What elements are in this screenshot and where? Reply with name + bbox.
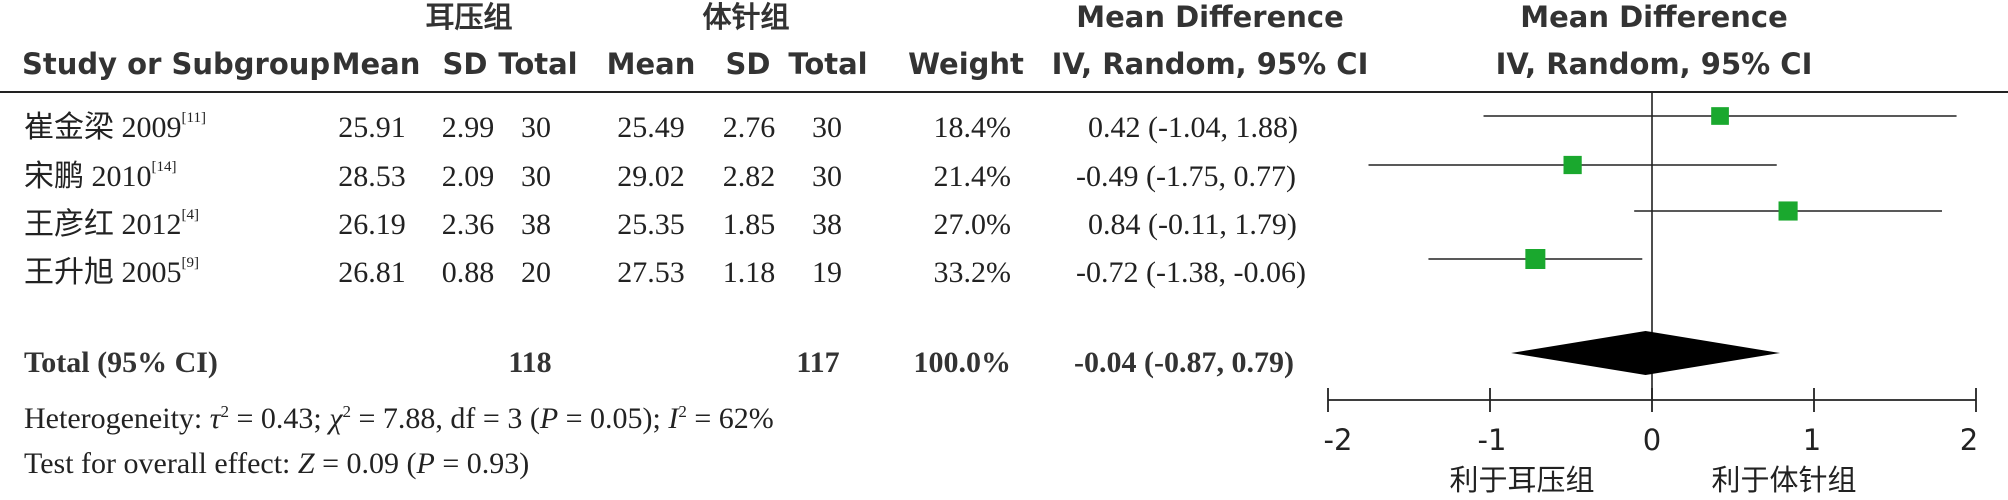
sd1-cell: 0.88	[441, 256, 495, 289]
weight-cell: 27.0%	[933, 208, 1012, 241]
study-reference: [14]	[151, 159, 177, 175]
group2-header: 体针组	[702, 0, 790, 34]
weight-header: Weight	[908, 47, 1024, 81]
plot-title-header: Mean Difference	[1520, 0, 1788, 34]
n1-cell: 20	[521, 256, 551, 289]
n1-cell: 30	[521, 111, 551, 144]
n2-cell: 38	[812, 208, 842, 241]
pooled-effect-diamond	[1511, 331, 1780, 375]
weight-cell: 18.4%	[933, 111, 1012, 144]
sd2-header: SD	[725, 47, 771, 81]
weight-cell: 21.4%	[933, 160, 1012, 193]
n2-cell: 19	[812, 256, 842, 289]
heterogeneity-stats: Heterogeneity: τ2 = 0.43; χ2 = 7.88, df …	[24, 402, 774, 435]
x-tick-label: 0	[1642, 423, 1662, 457]
study-reference: [9]	[181, 255, 200, 271]
sd2-cell: 1.18	[722, 256, 776, 289]
header-divider	[0, 91, 2008, 93]
study-column-header: Study or Subgroup	[22, 47, 331, 81]
study-reference: [4]	[181, 207, 200, 223]
ci-cell: 0.84 (-0.11, 1.79)	[1088, 208, 1297, 241]
sd1-cell: 2.99	[441, 111, 495, 144]
weight-cell: 33.2%	[933, 256, 1012, 289]
mean2-cell: 25.35	[617, 208, 685, 241]
mean2-header: Mean	[606, 47, 696, 81]
mean1-cell: 28.53	[338, 160, 406, 193]
x-tick-label: -1	[1477, 423, 1507, 457]
study-effect-marker	[1711, 107, 1729, 125]
sd2-cell: 1.85	[722, 208, 776, 241]
mean2-cell: 27.53	[617, 256, 685, 289]
study-effect-marker	[1525, 249, 1546, 269]
group1-header: 耳压组	[425, 0, 513, 34]
total-n2: 117	[796, 346, 840, 379]
md-title-header: Mean Difference	[1076, 0, 1344, 34]
n1-cell: 38	[521, 208, 551, 241]
study-name: 崔金梁 2009[11]	[24, 110, 206, 144]
sd1-cell: 2.36	[441, 208, 495, 241]
sd2-cell: 2.76	[722, 111, 776, 144]
mean1-cell: 26.81	[338, 256, 406, 289]
sd2-cell: 2.82	[722, 160, 776, 193]
mean1-header: Mean	[331, 47, 421, 81]
ci-cell: -0.49 (-1.75, 0.77)	[1076, 160, 1296, 193]
mean1-cell: 26.19	[338, 208, 406, 241]
sd1-cell: 2.09	[441, 160, 495, 193]
study-reference: [11]	[181, 110, 206, 126]
study-name: 宋鹏 2010[14]	[24, 159, 177, 193]
study-effect-marker	[1563, 155, 1582, 175]
n2-cell: 30	[812, 160, 842, 193]
overall-effect-test: Test for overall effect: Z = 0.09 (P = 0…	[24, 447, 530, 480]
study-name: 王升旭 2005[9]	[24, 255, 200, 289]
x-tick-label: 1	[1802, 423, 1822, 457]
total-n1: 118	[508, 346, 552, 379]
plot-method-header: IV, Random, 95% CI	[1495, 47, 1813, 81]
total-weight: 100.0%	[913, 346, 1012, 379]
total-ci: -0.04 (-0.87, 0.79)	[1074, 346, 1294, 379]
total1-header: Total	[498, 47, 578, 81]
favours-right-label: 利于体针组	[1711, 463, 1857, 497]
mean2-cell: 29.02	[617, 160, 685, 193]
ci-cell: 0.42 (-1.04, 1.88)	[1088, 111, 1298, 144]
study-effect-marker	[1778, 201, 1798, 221]
sd1-header: SD	[442, 47, 488, 81]
ci-cell: -0.72 (-1.38, -0.06)	[1076, 256, 1306, 289]
study-name: 王彦红 2012[4]	[24, 207, 200, 241]
n1-cell: 30	[521, 160, 551, 193]
x-tick-label: -2	[1323, 423, 1353, 457]
mean1-cell: 25.91	[338, 111, 406, 144]
n2-cell: 30	[812, 111, 842, 144]
total2-header: Total	[788, 47, 868, 81]
x-tick-label: 2	[1959, 423, 1979, 457]
md-method-header: IV, Random, 95% CI	[1051, 47, 1369, 81]
mean2-cell: 25.49	[617, 111, 685, 144]
favours-left-label: 利于耳压组	[1449, 463, 1595, 497]
total-label: Total (95% CI)	[24, 346, 218, 379]
